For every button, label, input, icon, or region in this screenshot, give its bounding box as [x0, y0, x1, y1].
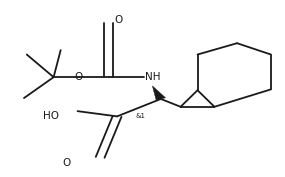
Polygon shape [152, 86, 166, 100]
Text: &1: &1 [135, 113, 145, 119]
Text: HO: HO [43, 111, 59, 121]
Text: O: O [114, 15, 123, 25]
Text: NH: NH [144, 72, 160, 82]
Text: O: O [75, 72, 83, 82]
Text: O: O [62, 158, 70, 168]
